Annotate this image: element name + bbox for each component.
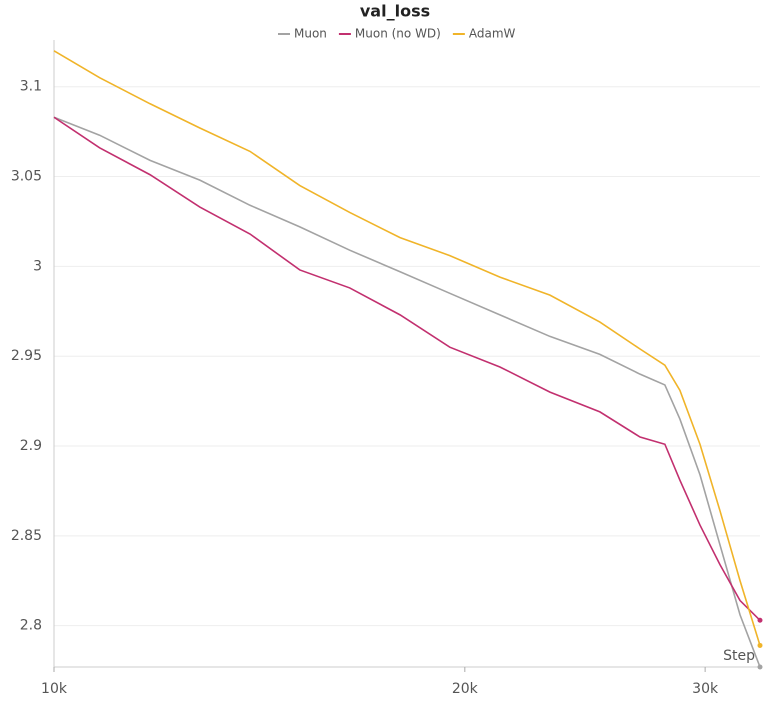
end-point [757, 617, 763, 623]
x-tick-label: 10k [41, 681, 68, 697]
y-tick-label: 2.8 [20, 618, 42, 634]
y-tick-label: 2.95 [11, 348, 42, 364]
series-line [53, 116, 761, 668]
end-point [757, 664, 763, 670]
x-tick-label: 30k [692, 681, 719, 697]
legend-label: AdamW [469, 27, 516, 41]
series-line [53, 50, 761, 646]
y-tick-label: 2.9 [20, 438, 42, 454]
y-tick-label: 3.1 [20, 79, 42, 95]
y-tick-label: 3 [33, 258, 42, 274]
x-tick-label: 20k [452, 681, 479, 697]
legend-label: Muon [294, 27, 327, 41]
end-point [757, 642, 763, 648]
y-tick-label: 3.05 [11, 169, 42, 185]
x-axis-label: Step [723, 648, 755, 664]
series-line [53, 116, 761, 621]
chart-title: val_loss [360, 2, 430, 21]
y-tick-label: 2.85 [11, 528, 42, 544]
legend-label: Muon (no WD) [355, 27, 441, 41]
